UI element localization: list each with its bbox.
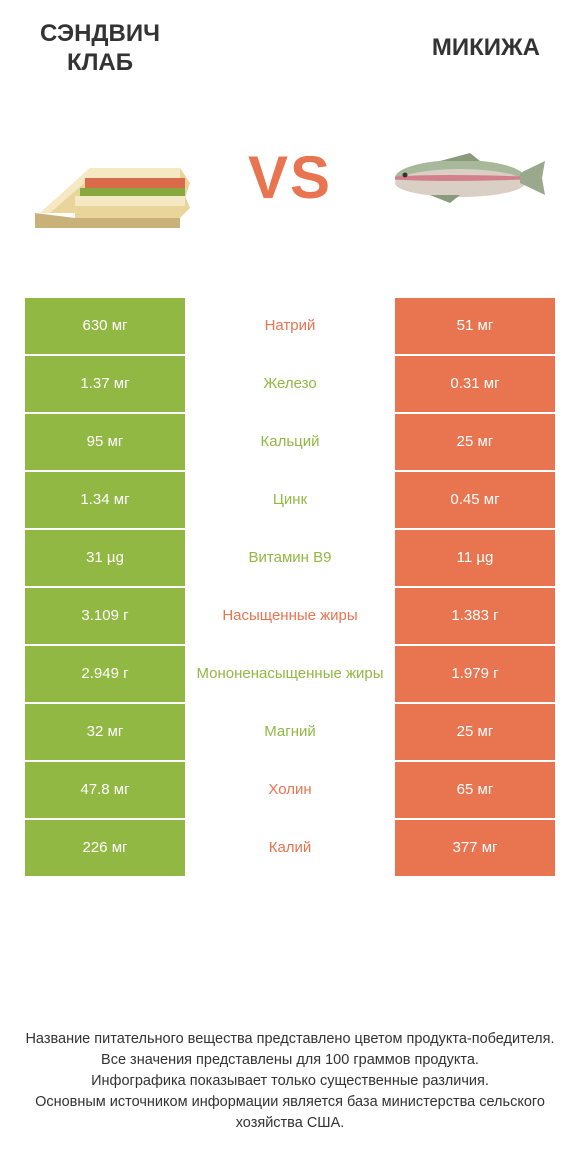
comparison-table: 630 мгНатрий51 мг1.37 мгЖелезо0.31 мг95 …	[25, 298, 555, 878]
nutrient-label: Насыщенные жиры	[185, 588, 395, 644]
fish-icon	[380, 143, 550, 213]
left-value: 32 мг	[25, 704, 185, 760]
sandwich-icon	[30, 118, 200, 238]
table-row: 32 мгМагний25 мг	[25, 704, 555, 760]
left-value: 1.34 мг	[25, 472, 185, 528]
nutrient-label: Магний	[185, 704, 395, 760]
right-value: 1.979 г	[395, 646, 555, 702]
table-row: 630 мгНатрий51 мг	[25, 298, 555, 354]
left-value: 31 µg	[25, 530, 185, 586]
left-value: 47.8 мг	[25, 762, 185, 818]
left-product-image	[30, 118, 200, 238]
left-value: 2.949 г	[25, 646, 185, 702]
left-value: 3.109 г	[25, 588, 185, 644]
right-product-title: МИКИЖА	[432, 34, 540, 78]
table-row: 95 мгКальций25 мг	[25, 414, 555, 470]
table-row: 47.8 мгХолин65 мг	[25, 762, 555, 818]
footer-line-2: Все значения представлены для 100 граммо…	[25, 1050, 555, 1071]
nutrient-label: Витамин B9	[185, 530, 395, 586]
header: СЭНДВИЧ КЛАБ МИКИЖА	[0, 0, 580, 88]
vs-label: VS	[248, 143, 332, 212]
nutrient-label: Калий	[185, 820, 395, 876]
table-row: 31 µgВитамин B911 µg	[25, 530, 555, 586]
right-value: 0.45 мг	[395, 472, 555, 528]
left-value: 1.37 мг	[25, 356, 185, 412]
nutrient-label: Холин	[185, 762, 395, 818]
right-value: 51 мг	[395, 298, 555, 354]
nutrient-label: Кальций	[185, 414, 395, 470]
table-row: 3.109 гНасыщенные жиры1.383 г	[25, 588, 555, 644]
left-product-title: СЭНДВИЧ КЛАБ	[40, 20, 160, 78]
table-row: 2.949 гМононенасыщенные жиры1.979 г	[25, 646, 555, 702]
right-value: 0.31 мг	[395, 356, 555, 412]
nutrient-label: Мононенасыщенные жиры	[185, 646, 395, 702]
left-value: 95 мг	[25, 414, 185, 470]
right-value: 11 µg	[395, 530, 555, 586]
left-value: 630 мг	[25, 298, 185, 354]
right-value: 1.383 г	[395, 588, 555, 644]
right-product-image	[380, 118, 550, 238]
table-row: 1.37 мгЖелезо0.31 мг	[25, 356, 555, 412]
right-value: 65 мг	[395, 762, 555, 818]
table-row: 226 мгКалий377 мг	[25, 820, 555, 876]
right-value: 25 мг	[395, 704, 555, 760]
images-row: VS	[0, 88, 580, 268]
footer-notes: Название питательного вещества представл…	[0, 999, 580, 1174]
footer-line-1: Название питательного вещества представл…	[25, 1029, 555, 1050]
right-value: 377 мг	[395, 820, 555, 876]
left-value: 226 мг	[25, 820, 185, 876]
right-value: 25 мг	[395, 414, 555, 470]
footer-line-4: Основным источником информации является …	[25, 1092, 555, 1134]
nutrient-label: Натрий	[185, 298, 395, 354]
footer-line-3: Инфографика показывает только существенн…	[25, 1071, 555, 1092]
table-row: 1.34 мгЦинк0.45 мг	[25, 472, 555, 528]
nutrient-label: Цинк	[185, 472, 395, 528]
nutrient-label: Железо	[185, 356, 395, 412]
